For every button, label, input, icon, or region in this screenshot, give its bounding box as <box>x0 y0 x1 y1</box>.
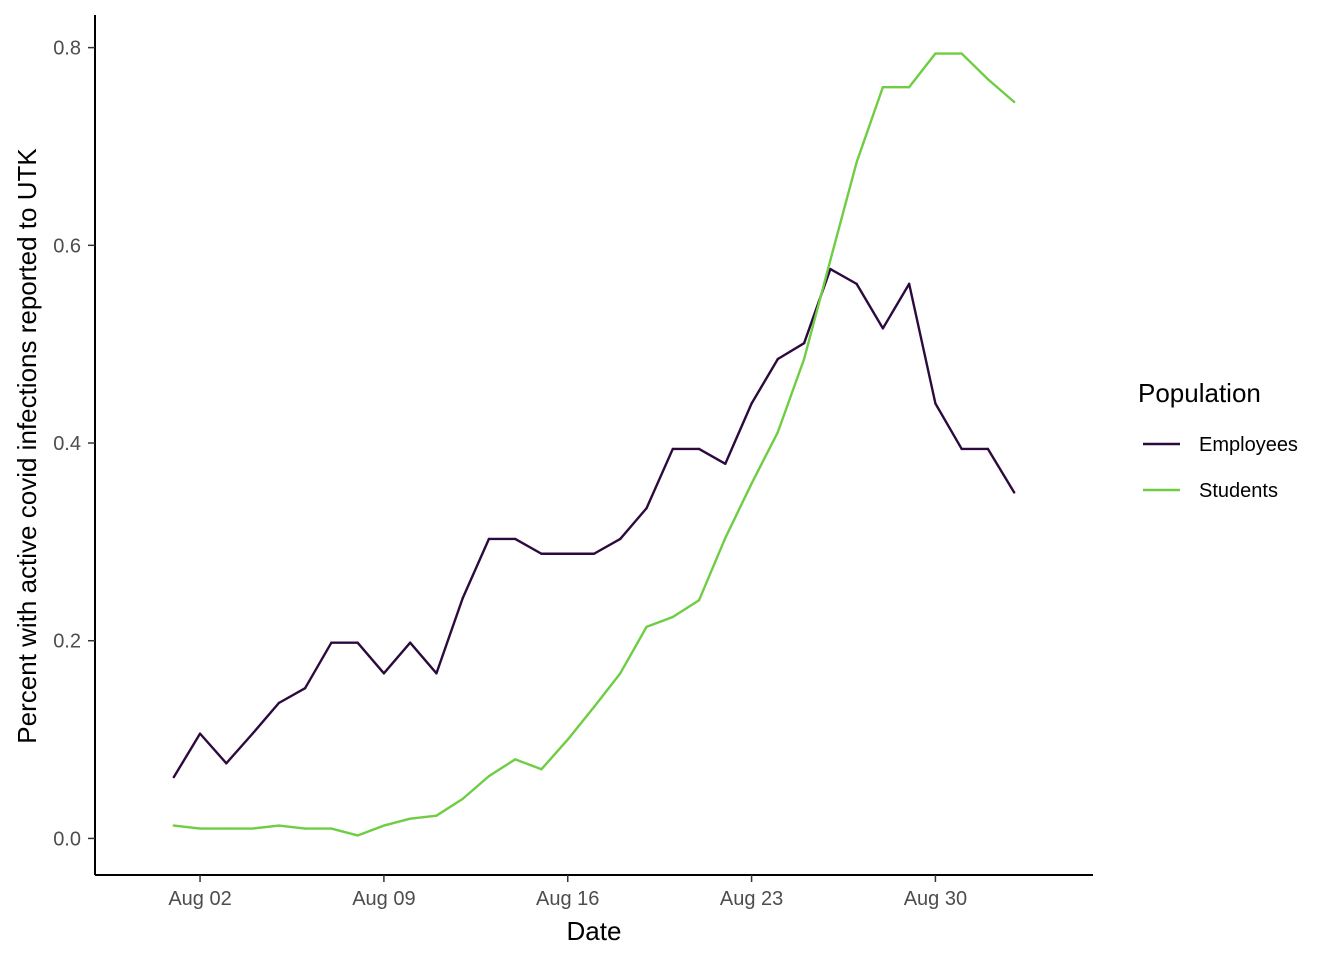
y-tick-label: 0.4 <box>53 433 81 455</box>
data-point-employees <box>1013 491 1016 494</box>
data-point-students <box>592 705 596 709</box>
data-point-employees <box>461 597 464 600</box>
series-layer <box>172 52 1016 837</box>
data-point-employees <box>881 327 885 330</box>
data-point-employees <box>671 447 674 451</box>
data-point-students <box>776 430 780 434</box>
data-point-students <box>671 615 674 619</box>
data-point-employees <box>934 402 937 405</box>
data-point-students <box>540 768 543 771</box>
data-point-employees <box>855 282 858 286</box>
data-point-students <box>724 536 727 540</box>
data-point-employees <box>172 775 175 779</box>
plot-panel: Aug 02 Aug 09 Aug 16 Aug 23 Aug 30 0.0 0.2 0.4… <box>53 15 1093 910</box>
legend-label-students: Students <box>1199 480 1278 502</box>
data-point-students <box>461 797 464 801</box>
legend-title: Population <box>1138 378 1261 408</box>
data-point-employees <box>408 641 412 644</box>
data-point-students <box>225 827 228 830</box>
legend-label-employees: Employees <box>1199 434 1298 456</box>
y-tick-label: 0.8 <box>53 38 81 60</box>
data-point-employees <box>986 447 990 451</box>
y-tick-label: 0.6 <box>53 235 81 257</box>
data-point-employees <box>907 282 911 286</box>
y-axis-ticks: 0.0 0.2 0.4 0.6 0.8 <box>53 38 95 850</box>
series-line-employees <box>172 267 1016 778</box>
data-point-students <box>251 827 254 830</box>
data-point-employees <box>750 402 753 405</box>
data-point-employees <box>802 341 806 345</box>
data-point-employees <box>960 447 963 451</box>
data-point-students <box>1013 100 1016 104</box>
data-point-employees <box>592 552 596 555</box>
legend-item-employees: Employees <box>1143 434 1298 456</box>
data-point-employees <box>487 537 491 541</box>
data-point-employees <box>303 686 307 690</box>
x-tick-label: Aug 23 <box>720 888 783 910</box>
data-point-employees <box>198 732 202 735</box>
y-axis-title: Percent with active covid infections rep… <box>12 148 42 744</box>
x-tick-label: Aug 02 <box>168 888 231 910</box>
data-point-students <box>330 827 333 830</box>
data-point-students <box>829 258 832 262</box>
legend-item-students: Students <box>1143 480 1278 502</box>
data-point-employees <box>566 552 569 555</box>
data-point-students <box>881 85 885 89</box>
legend-items: Employees Students <box>1143 434 1298 502</box>
series-employees <box>172 267 1016 779</box>
data-point-students <box>619 672 622 675</box>
data-point-employees <box>829 267 832 271</box>
series-students <box>172 52 1016 837</box>
data-point-students <box>855 161 858 164</box>
y-tick-label: 0.2 <box>53 631 81 653</box>
data-point-employees <box>697 447 701 451</box>
data-point-students <box>907 85 911 89</box>
data-point-students <box>750 482 753 485</box>
legend: Population Employees Students <box>1138 378 1298 502</box>
data-point-employees <box>277 701 281 705</box>
data-point-students <box>986 78 990 81</box>
data-point-students <box>408 817 412 820</box>
data-point-students <box>356 834 359 837</box>
data-point-students <box>514 758 517 761</box>
data-point-students <box>697 599 701 602</box>
data-point-employees <box>540 552 543 555</box>
data-point-employees <box>619 537 622 541</box>
y-tick-label: 0.0 <box>53 828 81 850</box>
data-point-students <box>645 625 648 629</box>
data-point-employees <box>382 672 386 675</box>
data-point-employees <box>251 732 254 735</box>
data-point-employees <box>776 357 780 361</box>
data-point-students <box>487 774 491 778</box>
data-point-employees <box>225 762 228 765</box>
data-point-students <box>172 824 175 827</box>
data-point-employees <box>435 672 438 675</box>
data-point-employees <box>514 537 517 541</box>
x-axis-ticks: Aug 02 Aug 09 Aug 16 Aug 23 Aug 30 <box>168 875 967 910</box>
x-tick-label: Aug 16 <box>536 888 599 910</box>
series-line-students <box>173 52 1015 837</box>
data-point-students <box>934 52 937 55</box>
data-point-students <box>277 824 281 827</box>
data-point-employees <box>724 462 727 465</box>
x-tick-label: Aug 30 <box>904 888 967 910</box>
data-point-employees <box>645 507 648 510</box>
data-point-students <box>435 814 438 817</box>
data-point-students <box>303 827 307 830</box>
data-point-employees <box>330 641 333 644</box>
x-tick-label: Aug 09 <box>352 888 415 910</box>
data-point-students <box>198 827 202 830</box>
data-point-students <box>566 738 569 741</box>
x-axis-title: Date <box>567 916 622 946</box>
data-point-students <box>802 357 806 361</box>
data-point-employees <box>356 641 359 644</box>
data-point-students <box>960 52 963 55</box>
data-point-students <box>382 824 386 827</box>
